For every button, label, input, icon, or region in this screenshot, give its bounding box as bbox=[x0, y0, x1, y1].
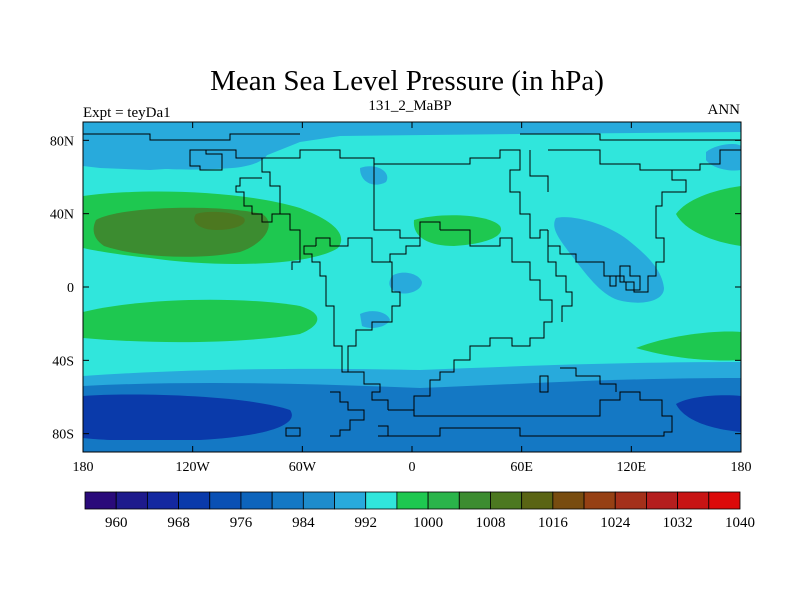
x-tick-label: 180 bbox=[731, 460, 752, 475]
colorbar-label: 960 bbox=[105, 515, 128, 531]
y-tick-label: 40N bbox=[50, 208, 74, 223]
y-tick-label: 40S bbox=[52, 354, 74, 369]
chart-title: Mean Sea Level Pressure (in hPa) bbox=[210, 65, 604, 97]
colorbar-label: 1040 bbox=[725, 515, 755, 531]
y-tick-label: 80N bbox=[50, 134, 74, 149]
north-pacific-high-core bbox=[94, 208, 269, 257]
colorbar-label: 968 bbox=[167, 515, 190, 531]
colorbar-label: 976 bbox=[230, 515, 253, 531]
y-tick-label: 0 bbox=[67, 281, 74, 296]
colorbar-swatch bbox=[428, 492, 459, 509]
colorbar-swatch bbox=[210, 492, 241, 509]
colorbar-swatch bbox=[85, 492, 116, 509]
colorbar-swatch bbox=[241, 492, 272, 509]
x-tick-label: 0 bbox=[409, 460, 416, 475]
colorbar-swatch bbox=[397, 492, 428, 509]
colorbar-swatch bbox=[179, 492, 210, 509]
x-tick-label: 120E bbox=[617, 460, 647, 475]
south-pacific-high bbox=[83, 300, 317, 342]
x-tick-label: 120W bbox=[176, 460, 211, 475]
map-panel bbox=[83, 122, 741, 452]
figure: Mean Sea Level Pressure (in hPa) Expt = … bbox=[0, 0, 800, 600]
colorbar-label: 984 bbox=[292, 515, 315, 531]
period-label: 131_2_MaBP bbox=[368, 98, 451, 114]
colorbar-label: 1024 bbox=[600, 515, 631, 531]
experiment-label: Expt = teyDa1 bbox=[83, 105, 171, 121]
colorbar-swatch bbox=[709, 492, 740, 509]
x-tick-label: 60W bbox=[289, 460, 317, 475]
colorbar-swatch bbox=[490, 492, 521, 509]
colorbar-label: 1008 bbox=[475, 515, 505, 531]
colorbar: 960 968 976 984 992 1000 1008 1016 1024 1032 1040 bbox=[85, 492, 755, 531]
colorbar-swatch bbox=[303, 492, 334, 509]
x-tick-label: 60E bbox=[510, 460, 533, 475]
colorbar-swatch bbox=[646, 492, 677, 509]
colorbar-label: 1016 bbox=[538, 515, 569, 531]
colorbar-swatch bbox=[584, 492, 615, 509]
north-pacific-low bbox=[110, 140, 268, 170]
colorbar-swatch bbox=[553, 492, 584, 509]
colorbar-swatch bbox=[147, 492, 178, 509]
x-tick-label: 180 bbox=[73, 460, 94, 475]
colorbar-label: 1000 bbox=[413, 515, 443, 531]
colorbar-swatch bbox=[335, 492, 366, 509]
colorbar-label: 992 bbox=[354, 515, 377, 531]
colorbar-swatch bbox=[366, 492, 397, 509]
colorbar-swatch bbox=[272, 492, 303, 509]
y-tick-label: 80S bbox=[52, 428, 74, 443]
colorbar-swatch bbox=[459, 492, 490, 509]
colorbar-swatch bbox=[116, 492, 147, 509]
colorbar-swatch bbox=[678, 492, 709, 509]
colorbar-swatch bbox=[615, 492, 646, 509]
season-label: ANN bbox=[708, 102, 741, 118]
colorbar-label: 1032 bbox=[663, 515, 693, 531]
colorbar-swatch bbox=[522, 492, 553, 509]
